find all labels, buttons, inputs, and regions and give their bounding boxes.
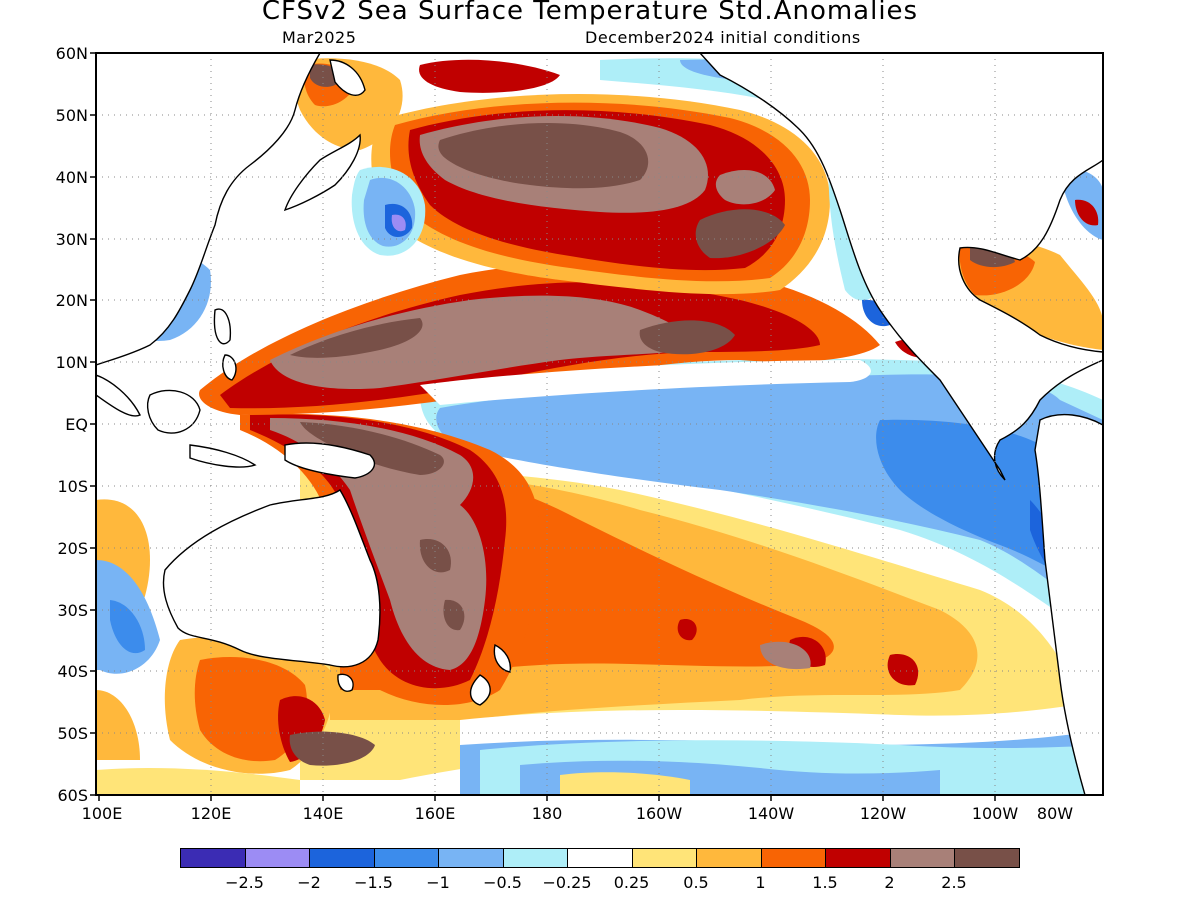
lon-label: 100E (81, 804, 123, 823)
lat-label: 40N (55, 168, 88, 187)
lon-label: 80W (1036, 804, 1074, 823)
lat-label: 40S (57, 662, 88, 681)
colorbar-label: 1.5 (812, 873, 838, 892)
colorbar-swatch (244, 848, 310, 868)
sw-pacific-hot-core (270, 418, 487, 670)
lat-label: 20N (55, 291, 88, 310)
colorbar-swatch (180, 848, 246, 868)
axis-ticks (90, 52, 996, 801)
colorbar-swatch (309, 848, 375, 868)
lat-label: 50N (55, 106, 88, 125)
lon-label: 180 (531, 804, 563, 823)
lat-label: EQ (65, 415, 88, 434)
lon-label: 160E (414, 804, 456, 823)
colorbar-swatch (567, 848, 633, 868)
south-america-land (1034, 413, 1103, 795)
lon-label: 160W (635, 804, 683, 823)
lon-label: 100W (971, 804, 1019, 823)
north-america-land (699, 53, 1103, 481)
coastlines (96, 53, 1103, 795)
lat-label: 60S (57, 786, 88, 805)
initial-conditions: December2024 initial conditions (585, 28, 861, 47)
colorbar-label: −1.5 (354, 873, 393, 892)
colorbar-swatch (889, 848, 955, 868)
graticule (96, 53, 1103, 795)
colorbar-swatch (954, 848, 1020, 868)
colorbar-swatch (696, 848, 762, 868)
colorbar-swatch (825, 848, 891, 868)
lon-label: 140E (302, 804, 344, 823)
lat-label: 60N (55, 44, 88, 63)
colorbar-label: −2 (297, 873, 321, 892)
colorbar-swatch (373, 848, 439, 868)
lat-label: 50S (57, 724, 88, 743)
colorbar-label: 1 (755, 873, 766, 892)
colorbar-label: −0.25 (542, 873, 592, 892)
valid-month: Mar2025 (282, 28, 357, 47)
lon-label: 120W (859, 804, 907, 823)
colorbar-label: 0.25 (613, 873, 650, 892)
colorbar-label: 2 (884, 873, 895, 892)
lat-label: 30N (55, 230, 88, 249)
colorbar-label: −1 (426, 873, 450, 892)
colorbar-label: 2.5 (941, 873, 967, 892)
colorbar-swatch (631, 848, 697, 868)
lat-label: 10S (57, 477, 88, 496)
colorbar-label: 0.5 (683, 873, 709, 892)
colorbar-swatch (502, 848, 568, 868)
lat-label: 10N (55, 353, 88, 372)
colorbar-label: −2.5 (225, 873, 264, 892)
map-title: CFSv2 Sea Surface Temperature Std.Anomal… (261, 0, 919, 26)
lon-label: 140W (747, 804, 795, 823)
asia-land (96, 53, 321, 366)
lat-label: 20S (57, 539, 88, 558)
lon-label: 120E (190, 804, 232, 823)
colorbar-swatch (760, 848, 826, 868)
colorbar-label: −0.5 (483, 873, 522, 892)
australia-land (162, 489, 381, 668)
lat-label: 30S (57, 601, 88, 620)
north-tropical-hot-core (270, 295, 693, 390)
colorbar-swatch (438, 848, 504, 868)
